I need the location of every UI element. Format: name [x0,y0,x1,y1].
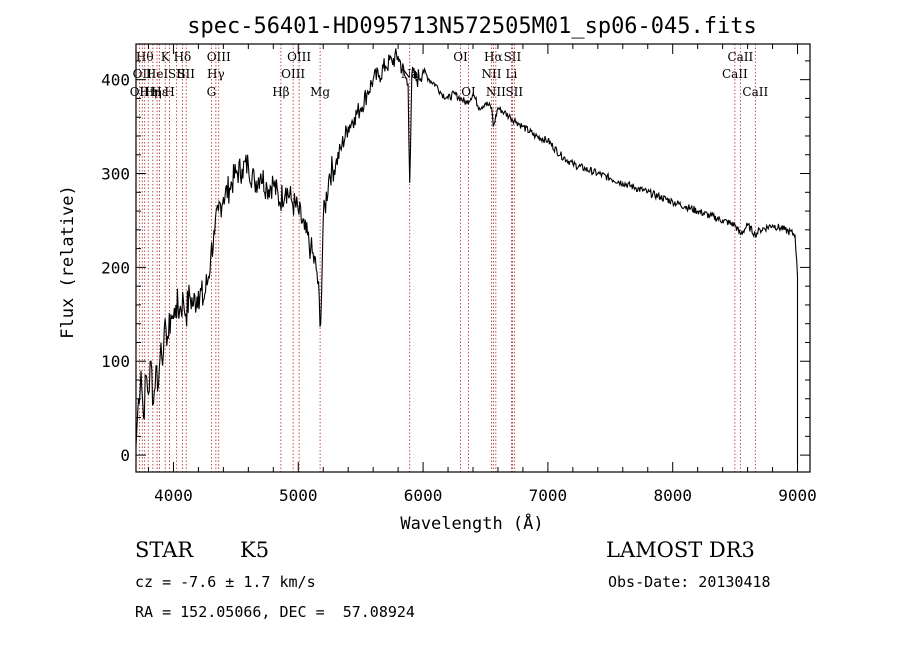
line-label-3: Hη [139,85,157,99]
x-tick-label-3: 7000 [529,486,568,505]
line-label-10: Hδ [174,50,192,64]
x-tick-label-5: 9000 [778,486,817,505]
y-tick-label-1: 100 [101,352,130,371]
line-label-22: NII [481,67,501,81]
object-class: STAR [135,538,194,562]
spectrum-plot: spec-56401-HD095713N572505M01_sp06-045.f… [58,14,817,534]
spectral-line-markers: OIIOIIHθHηHηHeIHεKHSIIHδSIIGHγOIIIHβOIII… [130,44,768,472]
ra-dec: RA = 152.05066, DEC = 57.08924 [135,603,415,621]
line-label-6: Hε [151,85,168,99]
object-subclass: K5 [240,538,270,562]
line-label-0: OII [130,85,150,99]
line-label-20: OI [453,50,468,64]
line-label-21: OI [461,85,476,99]
line-label-15: Hβ [272,85,289,99]
line-label-9: SII [168,67,186,81]
line-label-5: HeI [146,67,169,81]
y-tick-label-4: 400 [101,71,130,90]
line-label-27: SII [505,85,523,99]
line-label-30: CaII [742,85,768,99]
line-label-26: SII [504,50,522,64]
x-tick-label-2: 6000 [404,486,443,505]
line-label-8: H [164,85,174,99]
x-axis-label: Wavelength (Å) [400,512,543,534]
line-label-2: Hθ [136,50,154,64]
line-label-28: CaII [722,67,748,81]
plot-frame [135,43,811,473]
x-tick-label-1: 5000 [279,486,318,505]
line-label-14: OIII [207,50,231,64]
x-axis: 4000 5000 6000 7000 8000 9000 [147,44,817,505]
obs-date: Obs-Date: 20130418 [608,573,771,591]
x-tick-label-0: 4000 [154,486,193,505]
y-tick-label-2: 200 [101,258,130,277]
line-label-25: Li [506,67,518,81]
line-label-4: Hη [144,85,162,99]
line-label-1: OII [133,67,153,81]
y-tick-label-3: 300 [101,165,130,184]
line-label-29: CaII [727,50,753,64]
line-label-17: OIII [287,50,311,64]
spectrum-line [135,48,799,465]
redshift-cz: cz = -7.6 ± 1.7 km/s [135,573,316,591]
y-axis: 0 100 200 300 400 [101,60,810,465]
line-label-23: Hα [484,50,503,64]
survey-name: LAMOST DR3 [606,538,755,562]
y-tick-label-0: 0 [120,446,130,465]
x-tick-label-4: 8000 [653,486,692,505]
line-label-13: Hγ [207,67,225,81]
line-label-7: K [161,50,171,64]
line-label-12: G [207,85,217,99]
y-axis-label: Flux (relative) [58,185,78,339]
chart-title: spec-56401-HD095713N572505M01_sp06-045.f… [187,14,757,39]
line-label-24: NII [486,85,506,99]
line-label-18: Mg [310,85,330,99]
line-label-11: SII [177,67,195,81]
line-label-16: OIII [281,67,305,81]
